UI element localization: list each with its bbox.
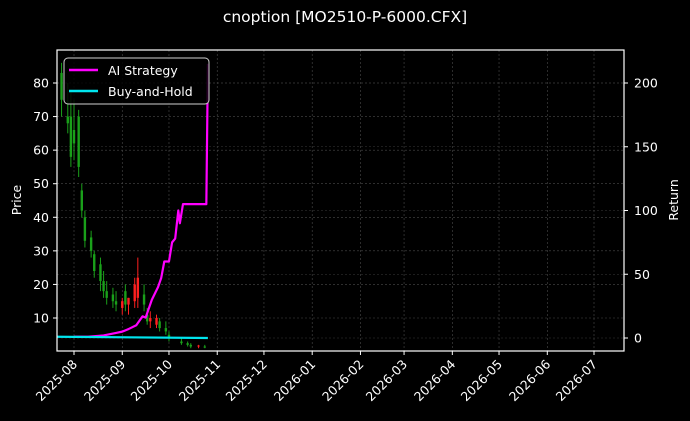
svg-text:60: 60 bbox=[33, 143, 49, 158]
y2-axis-label: Return bbox=[666, 179, 681, 220]
svg-text:50: 50 bbox=[634, 267, 650, 282]
svg-text:2025-10: 2025-10 bbox=[128, 356, 176, 404]
svg-text:2025-08: 2025-08 bbox=[33, 356, 81, 404]
svg-text:20: 20 bbox=[33, 277, 49, 292]
svg-text:2026-06: 2026-06 bbox=[506, 356, 554, 404]
y-axis-label: Price bbox=[9, 184, 24, 215]
svg-text:100: 100 bbox=[634, 203, 658, 218]
svg-text:2026-01: 2026-01 bbox=[271, 357, 319, 405]
svg-text:2025-11: 2025-11 bbox=[176, 357, 224, 405]
grid-lines bbox=[57, 50, 624, 351]
svg-text:2026-04: 2026-04 bbox=[411, 356, 459, 404]
svg-text:150: 150 bbox=[634, 139, 658, 154]
svg-text:2026-02: 2026-02 bbox=[319, 357, 367, 405]
y-axis-right: 0 50 100 150 200 bbox=[624, 76, 658, 346]
chart-title: cnoption [MO2510-P-6000.CFX] bbox=[222, 8, 468, 26]
svg-text:80: 80 bbox=[33, 76, 49, 91]
svg-text:70: 70 bbox=[33, 109, 49, 124]
x-axis: 2025-08 2025-09 2025-10 2025-11 2025-12 2026-… bbox=[33, 351, 601, 405]
legend-ai-strategy-label: AI Strategy bbox=[108, 63, 178, 78]
buy-and-hold-line bbox=[56, 335, 208, 340]
svg-text:2026-07: 2026-07 bbox=[553, 357, 601, 405]
svg-text:10: 10 bbox=[33, 311, 49, 326]
ai-strategy-line bbox=[74, 63, 209, 338]
y-axis-left: 10 20 30 40 50 60 70 80 bbox=[33, 76, 57, 326]
svg-text:2025-12: 2025-12 bbox=[223, 357, 271, 405]
svg-text:50: 50 bbox=[33, 176, 49, 191]
plot-frame bbox=[56, 49, 625, 352]
candlesticks bbox=[60, 62, 206, 349]
svg-text:0: 0 bbox=[634, 331, 642, 346]
svg-text:2026-03: 2026-03 bbox=[363, 357, 411, 405]
svg-text:2026-05: 2026-05 bbox=[458, 357, 506, 405]
series-lines bbox=[56, 63, 209, 340]
svg-text:30: 30 bbox=[33, 243, 49, 258]
svg-text:2025-09: 2025-09 bbox=[81, 356, 129, 404]
legend-buy-and-hold-label: Buy-and-Hold bbox=[108, 84, 193, 99]
svg-text:200: 200 bbox=[634, 76, 658, 91]
svg-text:40: 40 bbox=[33, 210, 49, 225]
legend: AI Strategy Buy-and-Hold bbox=[63, 57, 210, 105]
